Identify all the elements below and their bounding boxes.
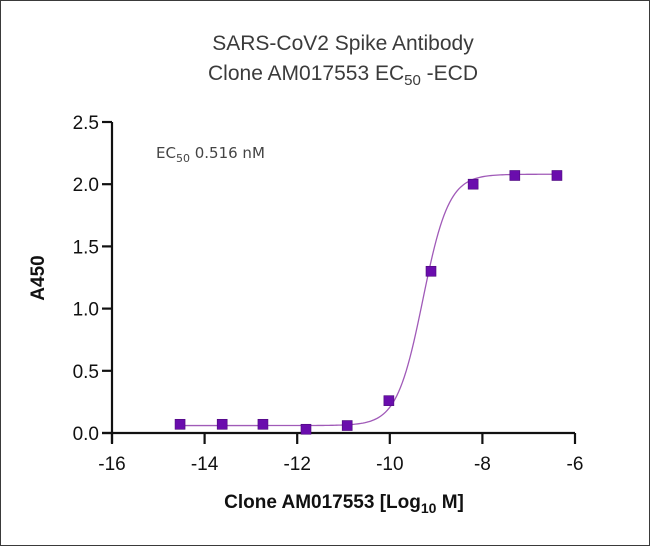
- data-point-marker: [257, 418, 269, 430]
- x-tick-label: -12: [283, 454, 310, 475]
- data-point-marker: [383, 395, 395, 406]
- data-point-marker: [425, 265, 437, 277]
- data-point-marker: [551, 170, 563, 181]
- data-point-marker: [467, 178, 479, 190]
- data-point-marker: [174, 418, 186, 430]
- x-axis-title: Clone AM017553 [Log10 M]: [224, 492, 464, 516]
- axes: 0.0 0.5 1.0 1.5 2.0 2.5 -16 -14 -12 -10 -8 -6: [73, 113, 584, 475]
- y-tick-label: 0.0: [73, 424, 99, 445]
- x-tick-label: -16: [98, 454, 125, 475]
- chart-title-line1: SARS-CoV2 Spike Antibody: [212, 32, 474, 55]
- x-tick-label: -14: [191, 454, 219, 475]
- y-axis-title: A450: [28, 255, 49, 300]
- y-tick-label: 1.5: [73, 237, 99, 258]
- x-tick-label: -10: [376, 454, 403, 475]
- data-point-marker: [509, 170, 521, 181]
- y-tick-label: 0.5: [73, 362, 99, 383]
- y-tick-label: 2.5: [73, 113, 99, 134]
- y-tick-label: 2.0: [73, 175, 99, 196]
- x-tick-label: -8: [474, 454, 491, 475]
- y-tick-label: 1.0: [73, 300, 99, 321]
- chart-title-line2: Clone AM017553 EC50 -ECD: [208, 62, 478, 89]
- fit-curve: [180, 173, 557, 427]
- x-tick-label: -6: [567, 454, 584, 475]
- data-point-marker: [300, 423, 312, 435]
- data-point-marker: [341, 420, 353, 431]
- data-markers: [174, 170, 563, 435]
- data-point-marker: [216, 418, 228, 430]
- ec50-annotation: EC50 0.516 nM: [156, 144, 265, 165]
